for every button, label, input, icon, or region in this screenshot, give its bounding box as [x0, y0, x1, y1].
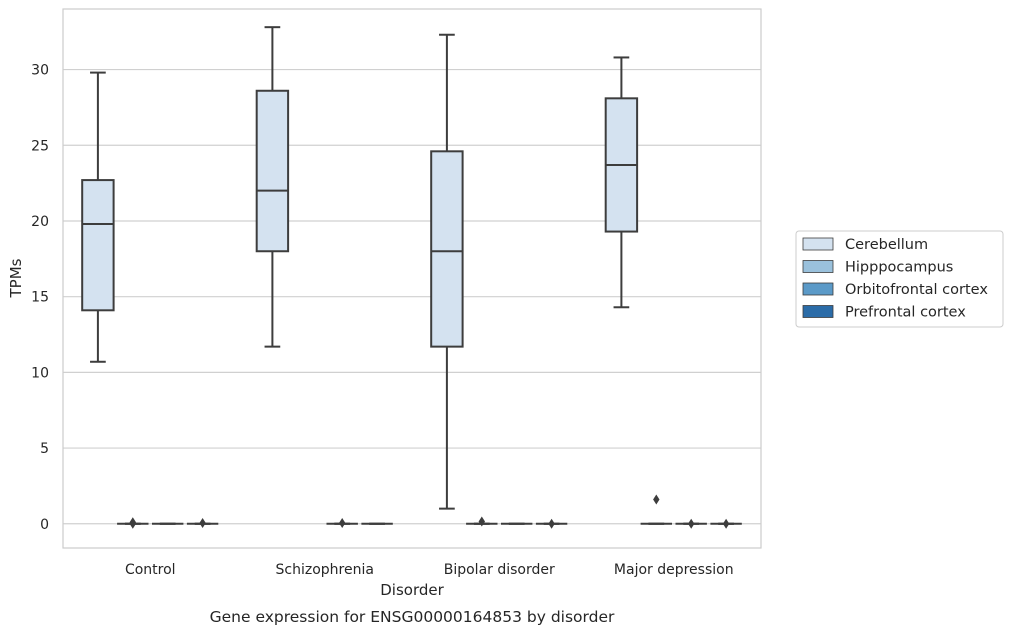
y-tick-label: 0	[40, 517, 49, 533]
legend: Cerebellum Hipppocampus Orbitofrontal cort…	[795, 230, 1004, 328]
box-body	[81, 179, 115, 312]
box-prefrontal-cortex	[535, 518, 568, 529]
legend-frame	[795, 230, 1004, 328]
box-hipppocampus	[117, 517, 149, 529]
x-axis-label: Disorder	[380, 581, 444, 599]
y-tick-label: 5	[40, 441, 49, 457]
box-hipppocampus	[640, 494, 673, 525]
outlier-point	[199, 518, 206, 529]
x-tick-label: Schizophrenia	[276, 562, 374, 578]
y-tick-label: 10	[31, 365, 49, 381]
plot-frame	[62, 8, 762, 549]
box-hipppocampus	[466, 516, 498, 527]
legend-label: Hipppocampus	[845, 260, 953, 276]
legend-swatch	[802, 282, 834, 296]
box-body	[430, 150, 464, 348]
legend-swatch	[802, 260, 834, 273]
chart-title: Gene expression for ENSG00000164853 by d…	[210, 608, 615, 626]
box-cerebellum	[604, 56, 639, 309]
outlier-point	[548, 518, 555, 529]
x-tick-label: Major depression	[614, 562, 734, 578]
y-tick-label: 20	[31, 214, 49, 230]
outlier-point	[478, 516, 485, 527]
grid-layer	[63, 68, 761, 525]
outlier-point	[129, 518, 136, 529]
y-tick-labels: 0 5 10 15 20 25 30	[31, 63, 49, 533]
y-tick-label: 25	[31, 138, 49, 154]
legend-swatch	[802, 237, 834, 251]
x-tick-label: Bipolar disorder	[444, 562, 555, 578]
outlier-point	[339, 518, 346, 529]
box-orbitofrontal-cortex	[675, 518, 707, 529]
legend-items: Cerebellum Hipppocampus Orbitofrontal cort…	[802, 237, 988, 321]
box-cerebellum	[430, 33, 464, 510]
box-body	[255, 89, 290, 253]
x-tick-labels: Control Schizophrenia Bipolar disorder Majo…	[125, 562, 734, 578]
box-orbitofrontal-cortex	[326, 518, 358, 529]
box-prefrontal-cortex	[710, 518, 742, 529]
box-prefrontal-cortex	[186, 518, 219, 529]
x-tick-label: Control	[125, 562, 176, 578]
y-axis-label: TPMs	[7, 258, 25, 298]
box-cerebellum	[81, 71, 115, 363]
legend-swatch	[802, 305, 834, 318]
boxes-layer	[81, 26, 742, 529]
outlier-point	[688, 518, 695, 529]
legend-label: Cerebellum	[845, 237, 928, 253]
box-cerebellum	[255, 26, 290, 348]
legend-label: Orbitofrontal cortex	[845, 282, 988, 298]
outlier-point	[653, 494, 660, 505]
y-tick-label: 30	[31, 63, 49, 79]
y-tick-label: 15	[31, 290, 49, 306]
outlier-point	[722, 518, 730, 529]
legend-label: Prefrontal cortex	[845, 305, 966, 321]
